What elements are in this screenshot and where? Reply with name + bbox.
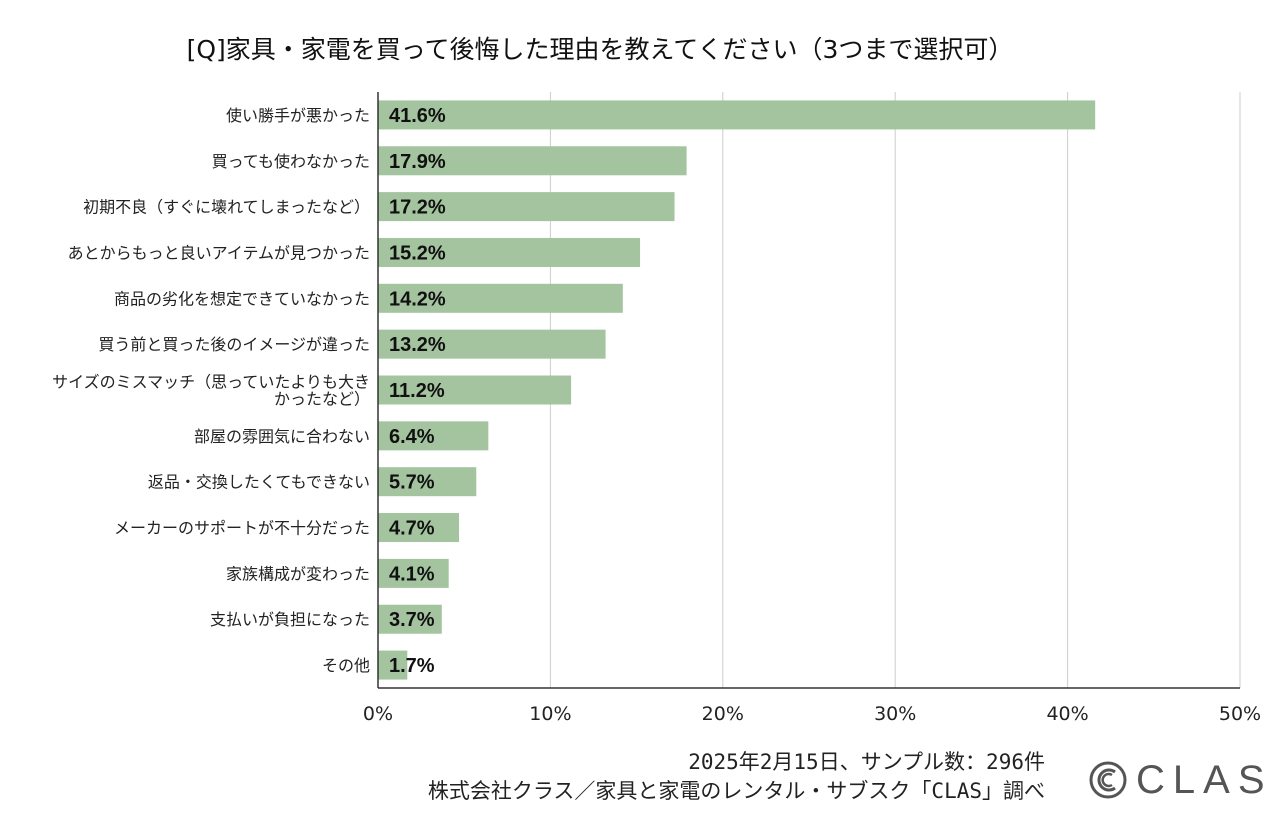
x-tick-label: 50% bbox=[1219, 703, 1261, 725]
category-label: サイズのミスマッチ（思っていたよりも大き bbox=[52, 373, 370, 392]
x-tick-label: 40% bbox=[1046, 703, 1088, 725]
category-label: 使い勝手が悪かった bbox=[226, 106, 370, 125]
survey-source: 株式会社クラス／家具と家電のレンタル・サブスク「CLAS」調べ bbox=[427, 779, 1045, 803]
data-label: 11.2% bbox=[389, 380, 445, 402]
category-label: 支払いが負担になった bbox=[210, 610, 370, 629]
data-label: 4.7% bbox=[389, 518, 435, 540]
bar bbox=[378, 467, 477, 497]
data-label: 4.1% bbox=[389, 563, 435, 585]
data-label: 17.2% bbox=[389, 197, 446, 219]
data-label: 15.2% bbox=[389, 242, 446, 264]
clas-logo: CLAS bbox=[1088, 758, 1273, 802]
bar bbox=[378, 283, 623, 313]
bar bbox=[378, 192, 675, 222]
category-label: 初期不良（すぐに壊れてしまったなど） bbox=[83, 198, 370, 217]
bar bbox=[378, 100, 1096, 130]
logo-text: CLAS bbox=[1136, 757, 1273, 802]
category-label: 部屋の雰囲気に合わない bbox=[194, 427, 370, 446]
survey-info: 2025年2月15日、サンプル数：296件 bbox=[688, 750, 1045, 774]
data-label: 5.7% bbox=[389, 472, 435, 494]
bar bbox=[378, 513, 460, 543]
category-label: メーカーのサポートが不十分だった bbox=[114, 519, 370, 538]
category-label: 商品の劣化を想定できていなかった bbox=[114, 289, 370, 308]
bar bbox=[378, 146, 687, 176]
bar-chart: 0% 10% 20% 30% 40% 50% 41.6% 使い勝手が悪かった 17.9% 買っても… bbox=[52, 92, 1261, 725]
category-label: 買う前と買った後のイメージが違った bbox=[98, 335, 370, 354]
category-label: 買っても使わなかった bbox=[212, 152, 370, 171]
x-tick-label: 0% bbox=[363, 703, 393, 725]
category-label: 返品・交換したくてもできない bbox=[148, 473, 370, 492]
x-tick-label: 30% bbox=[874, 703, 916, 725]
category-label: あとからもっと良いアイテムが見つかった bbox=[68, 243, 370, 262]
data-label: 6.4% bbox=[389, 426, 435, 448]
clas-logo-icon bbox=[1089, 761, 1127, 799]
chart-title: [Q]家具・家電を買って後悔した理由を教えてください（3つまで選択可） bbox=[186, 35, 1014, 64]
category-label: 家族構成が変わった bbox=[226, 564, 370, 583]
data-label: 17.9% bbox=[389, 151, 446, 173]
category-label: その他 bbox=[322, 656, 370, 675]
x-tick-label: 20% bbox=[702, 703, 744, 725]
bar bbox=[378, 604, 442, 634]
data-label: 3.7% bbox=[389, 609, 435, 631]
footer: 2025年2月15日、サンプル数：296件 株式会社クラス／家具と家電のレンタル… bbox=[428, 748, 1045, 806]
data-label: 14.2% bbox=[389, 288, 446, 310]
data-label: 41.6% bbox=[389, 105, 446, 127]
bar bbox=[378, 421, 489, 451]
bar bbox=[378, 558, 449, 588]
data-label: 13.2% bbox=[389, 334, 446, 356]
bar bbox=[378, 375, 572, 405]
bar bbox=[378, 329, 606, 359]
bar bbox=[378, 650, 408, 680]
x-tick-label: 10% bbox=[529, 703, 571, 725]
bar bbox=[378, 237, 641, 267]
category-label: かったなど） bbox=[274, 390, 370, 409]
data-label: 1.7% bbox=[389, 655, 435, 677]
